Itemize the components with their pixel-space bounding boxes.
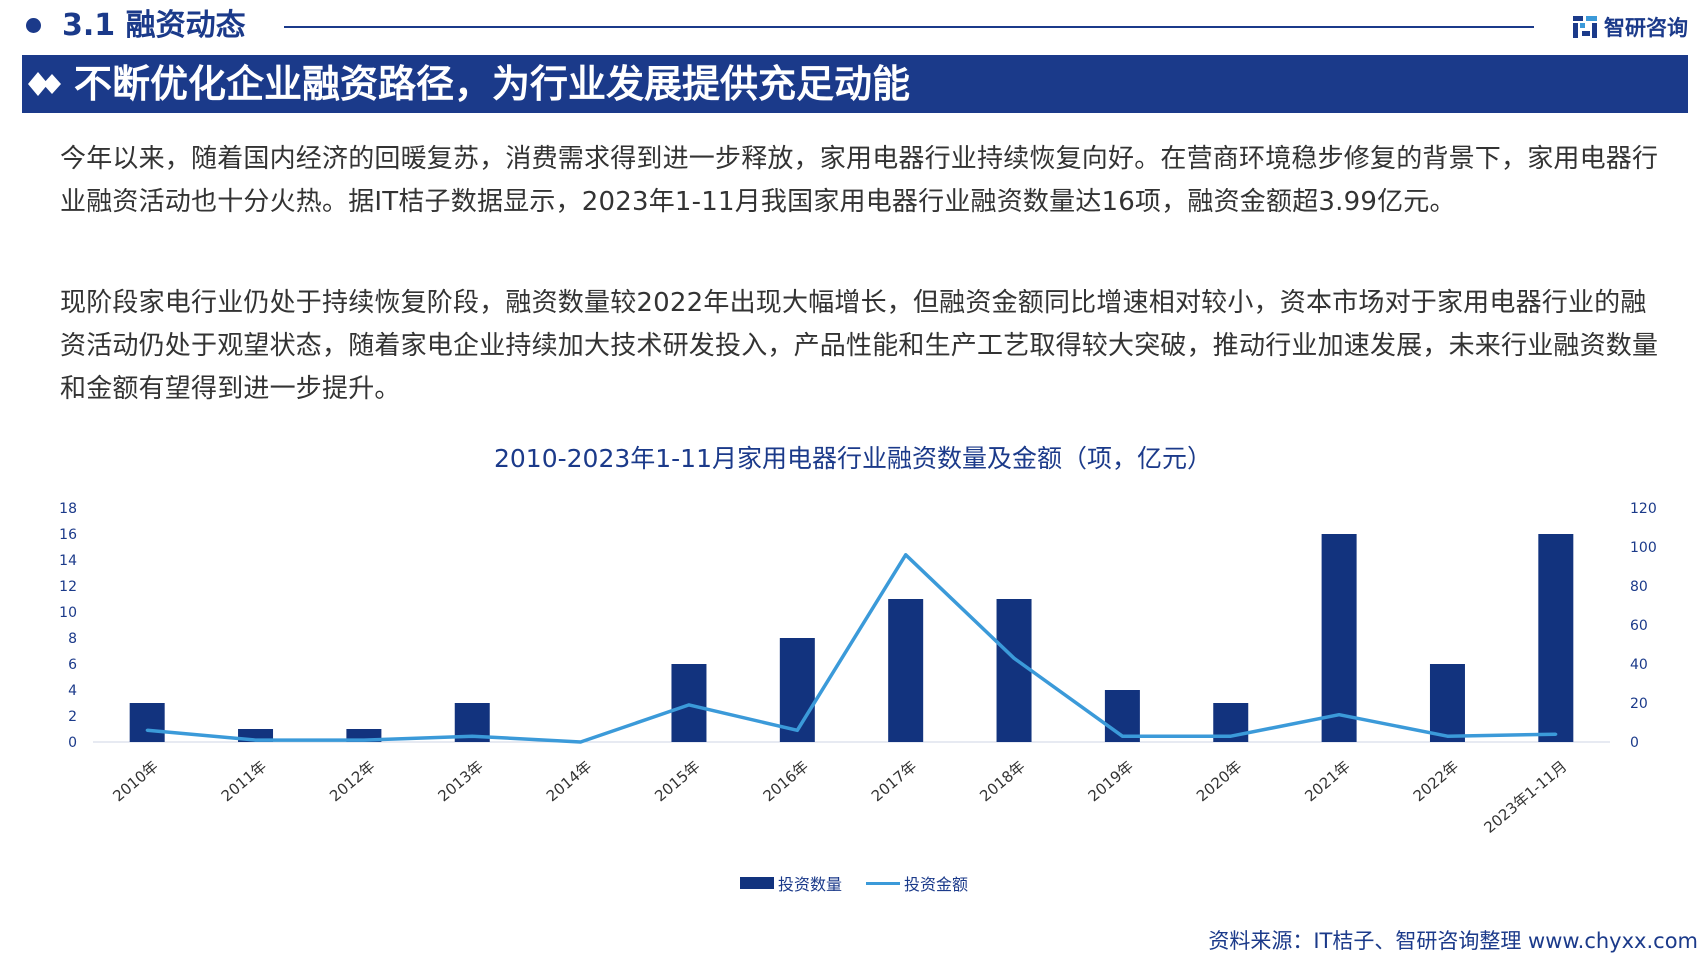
y-left-tick-label: 6 <box>68 657 77 673</box>
bar-2010年 <box>129 703 165 742</box>
headline-title: 不断优化企业融资路径，为行业发展提供充足动能 <box>74 62 911 106</box>
chart-title: 2010-2023年1-11月家用电器行业融资数量及金额（项，亿元） <box>493 444 1212 473</box>
x-tick-label: 2022年 <box>1410 757 1462 805</box>
header-divider <box>284 26 1534 28</box>
amount-line <box>147 553 1556 744</box>
y-left-tick-label: 4 <box>68 683 77 699</box>
bar-2023年1-11月 <box>1538 534 1574 742</box>
amount-point-2012年 <box>362 738 366 742</box>
amount-point-2011年 <box>254 738 258 742</box>
x-tick-label: 2010年 <box>109 757 161 805</box>
amount-point-2013年 <box>470 734 474 738</box>
x-tick-label: 2012年 <box>326 757 378 805</box>
brand-mark-icon <box>1573 16 1597 38</box>
legend-bar-swatch <box>740 877 774 889</box>
y-left-tick-label: 8 <box>68 631 77 647</box>
amount-point-2016年 <box>795 728 799 732</box>
x-tick-label: 2019年 <box>1085 757 1137 805</box>
x-tick-label: 2016年 <box>760 757 812 805</box>
x-tick-label: 2021年 <box>1301 757 1353 805</box>
y-right-tick-label: 0 <box>1630 735 1639 751</box>
amount-point-2018年 <box>1012 656 1016 660</box>
source-note: 资料来源：IT桔子、智研咨询整理 www.chyxx.com <box>1208 929 1698 953</box>
x-tick-label: 2011年 <box>218 757 270 805</box>
y-left-tick-label: 12 <box>59 579 77 595</box>
y-left-tick-label: 2 <box>68 709 77 725</box>
amount-point-2022年 <box>1445 734 1449 738</box>
section-title: 3.1 融资动态 <box>62 8 246 43</box>
y-left-tick-label: 0 <box>68 735 77 751</box>
legend-item-amount: 投资金额 <box>866 871 968 895</box>
bar-2022年 <box>1429 664 1465 742</box>
x-tick-label: 2014年 <box>543 757 595 805</box>
amount-point-2021年 <box>1337 713 1341 717</box>
bar-2016年 <box>779 638 815 742</box>
bar-2021年 <box>1321 534 1357 742</box>
y-right-tick-label: 100 <box>1630 540 1657 556</box>
bar-2017年 <box>888 599 924 742</box>
double-diamond-icon <box>28 72 61 96</box>
amount-point-2023年1-11月 <box>1554 732 1558 736</box>
body-paragraph-2: 现阶段家电行业仍处于持续恢复阶段，融资数量较2022年出现大幅增长，但融资金额同… <box>60 288 1659 404</box>
bar-2015年 <box>671 664 707 742</box>
headline-banner: 不断优化企业融资路径，为行业发展提供充足动能 <box>22 55 1688 113</box>
body-paragraph-1: 今年以来，随着国内经济的回暖复苏，消费需求得到进一步释放，家用电器行业持续恢复向… <box>60 144 1659 217</box>
y-right-tick-label: 60 <box>1630 618 1648 634</box>
legend-label-count: 投资数量 <box>778 875 843 894</box>
bar-2019年 <box>1104 690 1140 742</box>
legend-line-swatch <box>866 881 901 885</box>
amount-point-2014年 <box>579 740 583 744</box>
amount-point-2020年 <box>1229 734 1233 738</box>
section-bullet-icon <box>26 18 41 33</box>
y-left-tick-label: 16 <box>59 527 77 543</box>
brand-logo: 智研咨询 <box>1572 12 1688 42</box>
chart-legend: 投资数量 投资金额 <box>740 871 992 895</box>
brand-name: 智研咨询 <box>1604 16 1688 40</box>
x-tick-label: 2018年 <box>976 757 1028 805</box>
y-left-tick-label: 10 <box>59 605 77 621</box>
x-tick-label: 2023年1-11月 <box>1481 757 1571 836</box>
bar-2018年 <box>996 599 1032 742</box>
y-left-tick-label: 14 <box>59 553 77 569</box>
financing-chart: 0 2 4 6 8 10 12 14 16 18 0 20 40 60 80 100 120 2010年 2011年… <box>59 501 1657 837</box>
legend-item-count: 投资数量 <box>740 871 842 895</box>
amount-point-2010年 <box>145 728 149 732</box>
amount-point-2019年 <box>1120 734 1124 738</box>
top-bar: 3.1 融资动态 智研咨询 <box>22 6 1688 46</box>
y-right-tick-label: 120 <box>1630 501 1657 517</box>
amount-point-2017年 <box>904 553 908 557</box>
x-tick-label: 2015年 <box>651 757 703 805</box>
y-left-tick-label: 18 <box>59 501 77 517</box>
x-tick-label: 2017年 <box>868 757 920 805</box>
x-tick-label: 2020年 <box>1193 757 1245 805</box>
y-right-tick-label: 20 <box>1630 696 1648 712</box>
legend-label-amount: 投资金额 <box>904 875 969 894</box>
y-right-tick-label: 40 <box>1630 657 1648 673</box>
amount-point-2015年 <box>687 703 691 707</box>
x-tick-label: 2013年 <box>435 757 487 805</box>
y-right-tick-label: 80 <box>1630 579 1648 595</box>
